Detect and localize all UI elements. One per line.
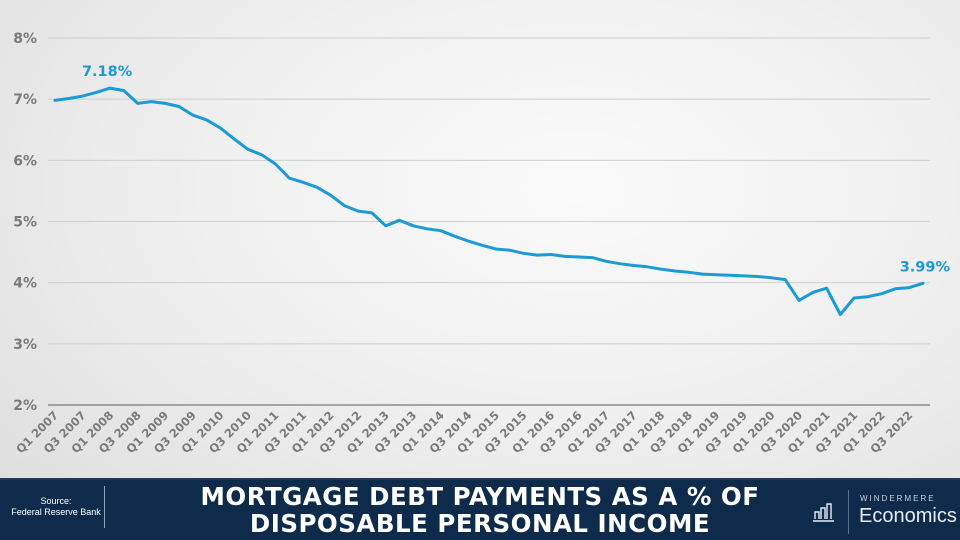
- logo-brand: WINDERMERE: [860, 494, 936, 503]
- y-tick-label: 3%: [13, 337, 37, 353]
- data-label: 3.99%: [900, 259, 951, 275]
- y-tick-label: 4%: [13, 276, 37, 292]
- y-tick-label: 2%: [13, 398, 37, 414]
- data-annotations: 7.18% 3.99%: [82, 64, 951, 275]
- y-axis-ticks: 2% 3% 4% 5% 6% 7% 8%: [13, 31, 37, 414]
- gridlines: [48, 37, 930, 406]
- bar-chart-icon: [813, 503, 834, 522]
- source-label: Source:: [40, 496, 72, 506]
- chart-title: MORTGAGE DEBT PAYMENTS AS A % OF DISPOSA…: [160, 483, 800, 537]
- y-tick-label: 6%: [13, 153, 37, 169]
- y-tick-label: 8%: [13, 31, 37, 47]
- source-note: Source: Federal Reserve Bank: [10, 496, 102, 518]
- title-line-1: MORTGAGE DEBT PAYMENTS AS A % OF: [200, 482, 760, 511]
- divider: [104, 486, 105, 528]
- source-name: Federal Reserve Bank: [11, 507, 101, 517]
- data-label: 7.18%: [82, 64, 133, 80]
- y-tick-label: 5%: [13, 214, 37, 230]
- title-line-2: DISPOSABLE PERSONAL INCOME: [249, 509, 711, 538]
- logo-divider: [848, 490, 849, 534]
- logo-name: Economics: [859, 505, 957, 527]
- data-line: [53, 86, 925, 316]
- footer-banner: Source: Federal Reserve Bank MORTGAGE DE…: [0, 478, 960, 540]
- y-tick-label: 7%: [13, 92, 37, 108]
- windermere-logo: WINDERMERE Economics: [812, 488, 960, 536]
